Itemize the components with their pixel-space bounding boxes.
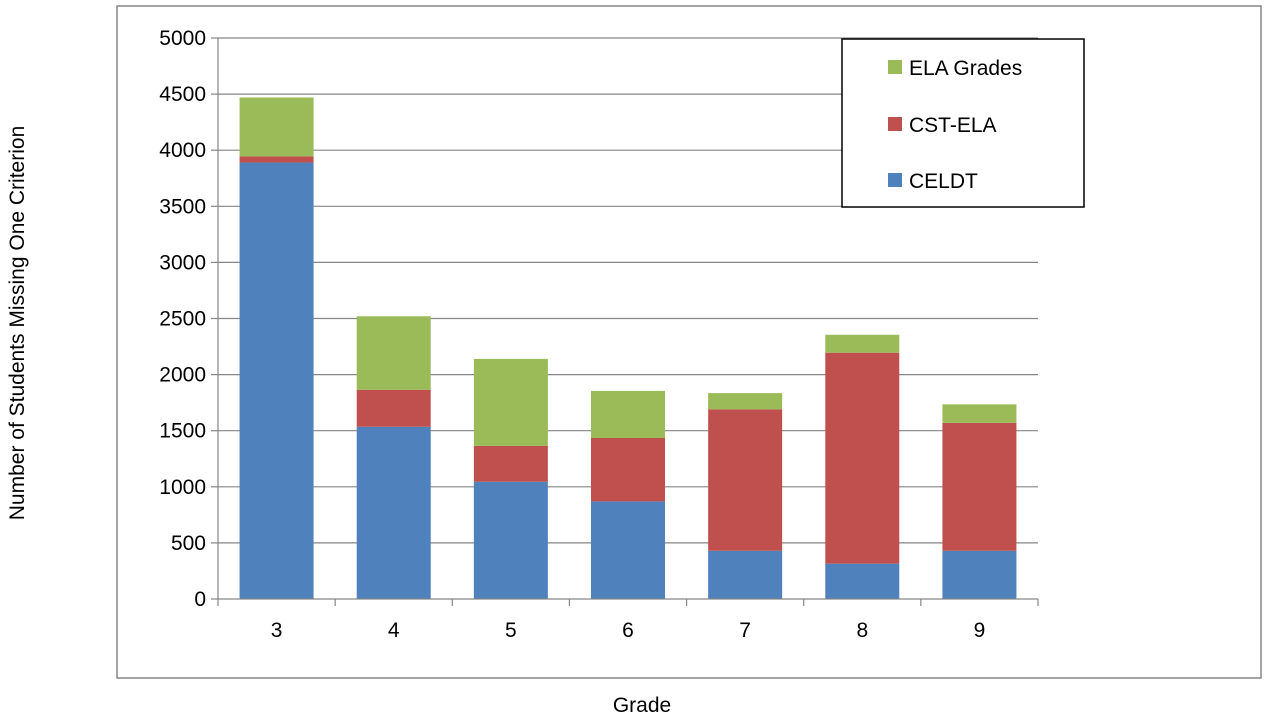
axes: 0 500 1000 1500 2000 2500 3000 3500 4000 4500 5000… (159, 27, 1039, 642)
y-axis-title: Number of Students Missing One Criterion (6, 126, 29, 521)
bar-segment-celdt-grade-7 (708, 550, 783, 599)
x-tick-label: 6 (622, 619, 634, 642)
legend: ELA Grades CST-ELA CELDT (841, 38, 1085, 208)
y-tick-label: 3000 (159, 251, 206, 274)
legend-swatch-celdt (888, 173, 902, 187)
y-tick-label: 4000 (159, 139, 206, 162)
y-tick-label: 4500 (159, 83, 206, 106)
legend-label-celdt: CELDT (909, 170, 978, 193)
bar-segment-cst-ela-grade-5 (473, 445, 548, 482)
x-tick-label: 9 (974, 619, 986, 642)
bar-segment-celdt-grade-5 (473, 481, 548, 599)
y-tick-label: 3500 (159, 195, 206, 218)
bar-segment-ela-grades-grade-6 (591, 390, 665, 438)
bar-segment-cst-ela-grade-6 (591, 437, 665, 502)
bar-segment-cst-ela-grade-9 (942, 422, 1017, 551)
y-tick-label: 500 (171, 532, 206, 555)
x-tick-label: 5 (505, 619, 517, 642)
y-tick-label: 0 (194, 588, 206, 611)
legend-swatch-cst-ela (888, 117, 902, 131)
legend-swatch-ela-grades (888, 60, 902, 74)
bar-segment-celdt-grade-9 (942, 550, 1017, 599)
bar-segment-ela-grades-grade-8 (825, 334, 900, 353)
bar-segment-ela-grades-grade-9 (942, 404, 1017, 423)
x-axis-title: Grade (613, 694, 671, 717)
bar-segment-cst-ela-grade-7 (708, 409, 783, 551)
legend-box (841, 38, 1085, 208)
y-tick-label: 5000 (159, 27, 206, 50)
bar-segment-cst-ela-grade-8 (825, 352, 900, 564)
y-tick-label: 1000 (159, 476, 206, 499)
y-tick-label: 2500 (159, 308, 206, 331)
x-tick-label: 8 (856, 619, 868, 642)
bar-segment-celdt-grade-4 (356, 426, 431, 599)
bar-segment-celdt-grade-3 (239, 162, 314, 600)
x-tick-label: 4 (388, 619, 400, 642)
bar-segment-ela-grades-grade-7 (708, 393, 783, 410)
bars (239, 97, 1017, 600)
bar-segment-ela-grades-grade-3 (239, 97, 314, 157)
bar-segment-ela-grades-grade-5 (473, 358, 548, 446)
x-tick-label: 7 (739, 619, 751, 642)
y-tick-label: 2000 (159, 364, 206, 387)
legend-label-ela-grades: ELA Grades (909, 57, 1022, 80)
bar-segment-cst-ela-grade-4 (356, 389, 431, 427)
bar-segment-cst-ela-grade-3 (239, 156, 314, 163)
bar-segment-celdt-grade-6 (591, 501, 665, 599)
bar-segment-celdt-grade-8 (825, 563, 900, 599)
legend-label-cst-ela: CST-ELA (909, 114, 997, 137)
y-tick-label: 1500 (159, 420, 206, 443)
bar-segment-ela-grades-grade-4 (356, 316, 431, 390)
x-tick-label: 3 (271, 619, 283, 642)
